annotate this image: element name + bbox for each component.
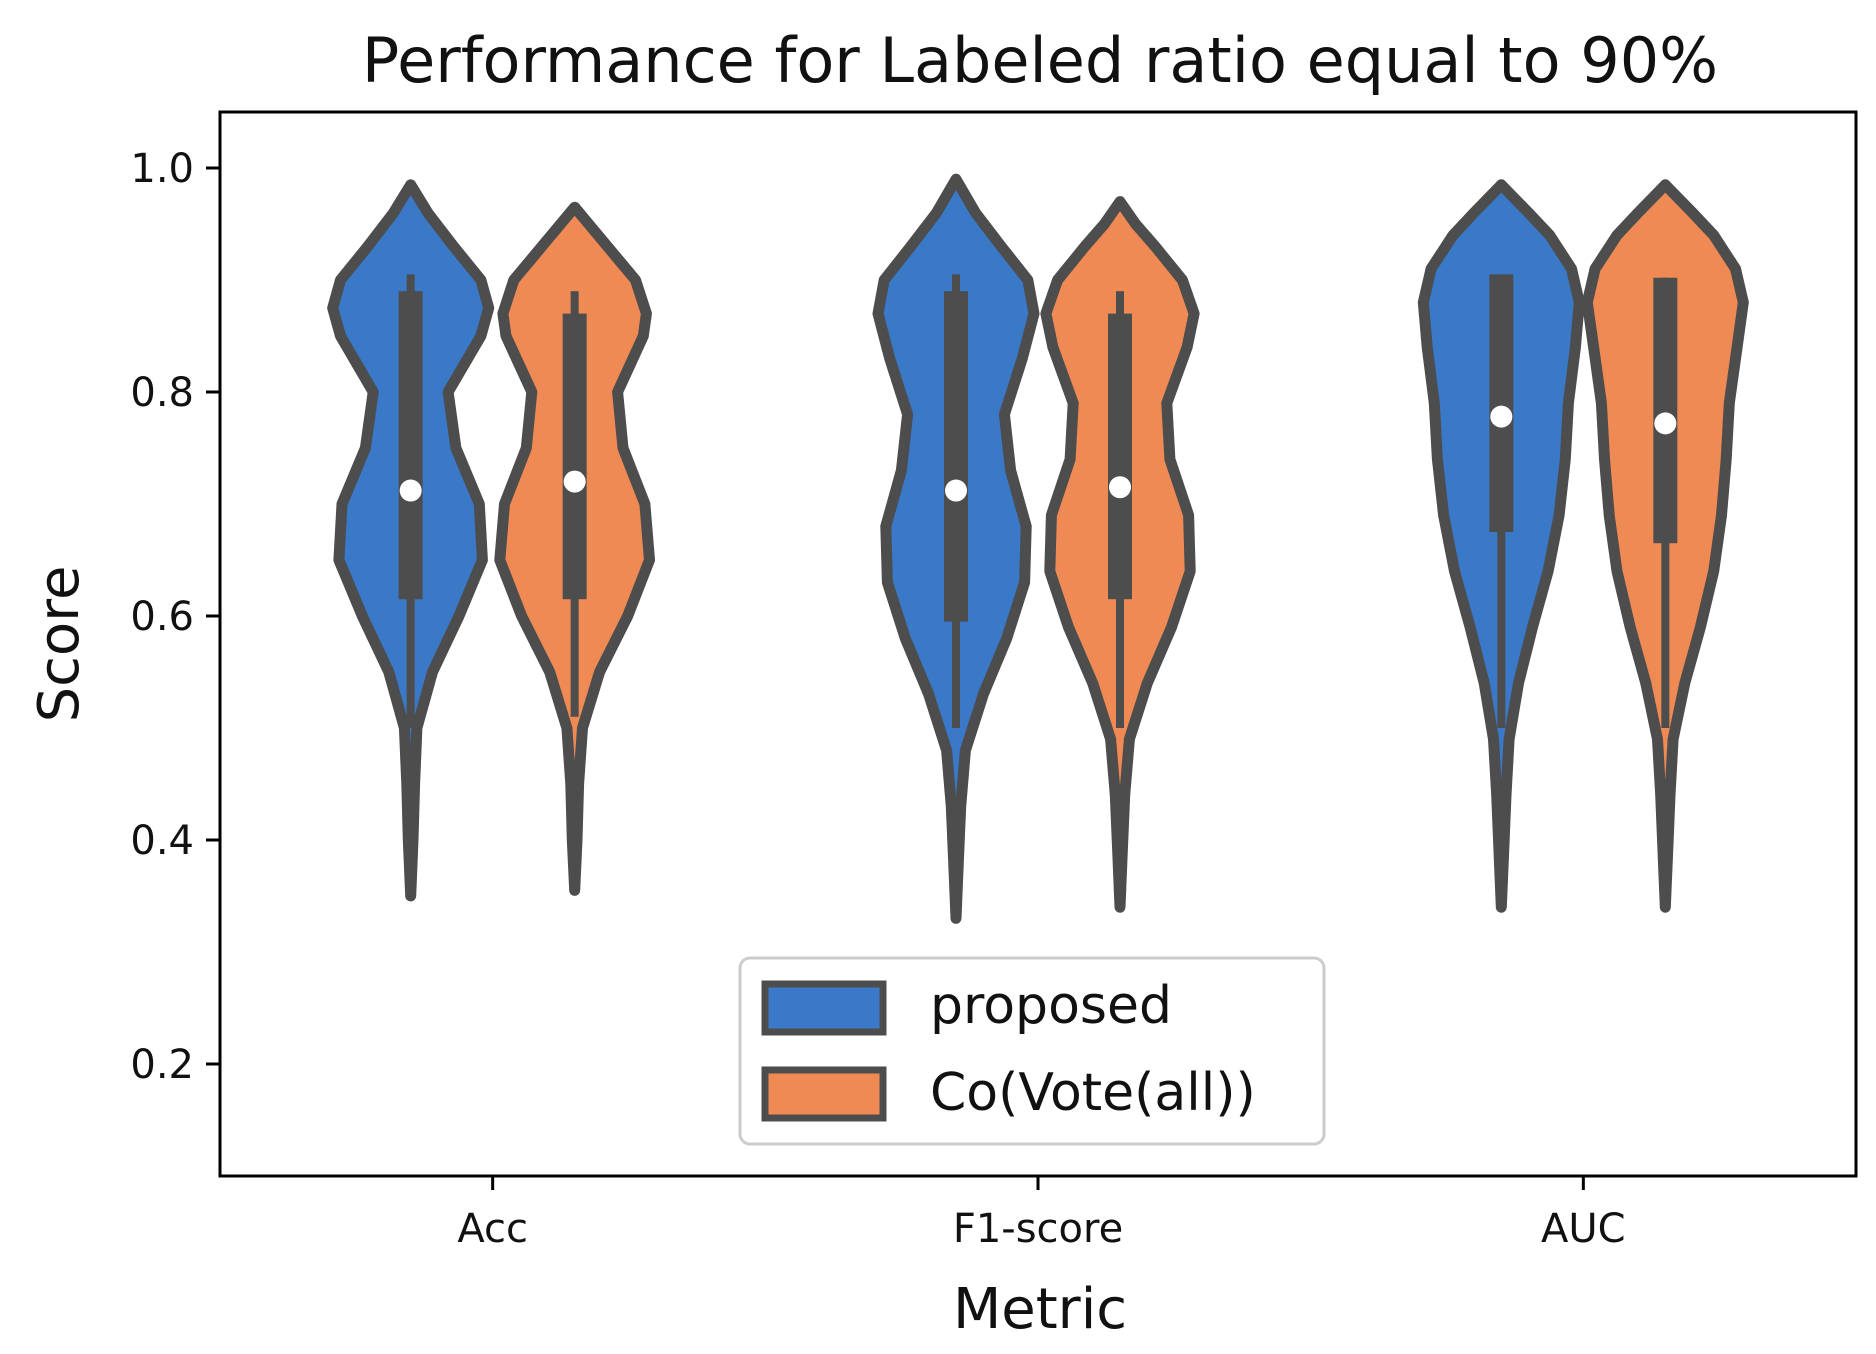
iqr-box-co-vote-all-acc [562, 313, 587, 600]
x-tick-label-acc: Acc [457, 1206, 528, 1252]
y-axis-label: Score [27, 566, 92, 723]
y-axis: 0.2 0.4 0.6 0.8 1.0 [130, 146, 220, 1088]
median-point-co-vote-all-acc [563, 470, 586, 493]
median-point-co-vote-all-auc [1654, 412, 1677, 435]
iqr-box-proposed-f1-score [944, 291, 968, 622]
y-tick-label: 0.8 [130, 370, 194, 416]
legend-swatch-co-vote-all [761, 1066, 887, 1122]
y-tick-label: 0.4 [130, 818, 194, 864]
iqr-box-co-vote-all-auc [1653, 277, 1678, 544]
y-tick-label: 0.6 [130, 594, 194, 640]
y-tick-label: 0.2 [130, 1042, 194, 1088]
violins-group [327, 173, 1749, 924]
legend-label-co-vote-all: Co(Vote(all)) [930, 1063, 1256, 1123]
median-point-proposed-f1-score [945, 479, 967, 502]
iqr-box-co-vote-all-f1-score [1108, 313, 1132, 600]
x-tick-label-f1-score: F1-score [953, 1206, 1123, 1252]
chart-title: Performance for Labeled ratio equal to 9… [362, 24, 1718, 97]
iqr-box-proposed-acc [398, 291, 423, 600]
iqr-box-proposed-auc [1489, 274, 1514, 532]
median-point-proposed-auc [1490, 405, 1513, 428]
legend: proposed Co(Vote(all)) [738, 956, 1326, 1146]
x-axis: Acc F1-score AUC [457, 1176, 1626, 1252]
median-point-proposed-acc [399, 479, 422, 502]
x-axis-label: Metric [953, 1277, 1127, 1342]
legend-swatch-proposed [761, 980, 887, 1036]
x-tick-label-auc: AUC [1541, 1206, 1626, 1252]
median-point-co-vote-all-f1-score [1109, 476, 1131, 499]
legend-label-proposed: proposed [930, 976, 1172, 1036]
y-tick-label: 1.0 [130, 146, 194, 192]
